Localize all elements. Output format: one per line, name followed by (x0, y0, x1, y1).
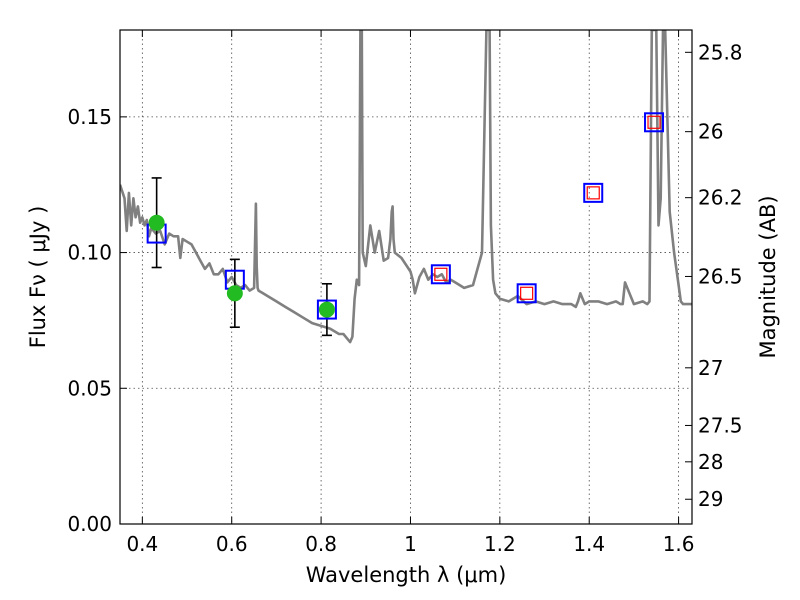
plot-frame (119, 29, 693, 525)
mag-tick-label: 29 (698, 487, 723, 511)
x-tick-label: 0.8 (305, 532, 337, 556)
model-spectrum-line (120, 30, 692, 344)
mag-tick-label: 27 (698, 356, 723, 380)
x-axis-label: Wavelength λ (μm) (306, 563, 507, 587)
x-tick-label: 1.2 (484, 532, 516, 556)
mag-tick-label: 25.8 (698, 40, 743, 64)
ticks-layer: 0.4 0.6 0.8 1 1.2 1.4 1.6 0.00 0.05 0.10 0.15 25.8 2… (67, 30, 743, 556)
model-photometry-point (316, 299, 337, 320)
x-tick-label: 0.6 (216, 532, 248, 556)
y-tick-label: 0.00 (67, 512, 112, 536)
right-axis-label: Magnitude (AB) (756, 195, 780, 358)
model-photometry-point (430, 264, 451, 285)
observed-hst-point (226, 285, 243, 302)
y-tick-label: 0.05 (67, 376, 112, 400)
observed-hst-point (148, 214, 165, 231)
y-tick-label: 0.15 (67, 105, 112, 129)
observed-hst-point (318, 301, 335, 318)
model-photometry-point (644, 112, 665, 133)
mag-tick-label: 28 (698, 450, 723, 474)
x-tick-label: 1.6 (663, 532, 695, 556)
spectrum-layer (120, 30, 692, 344)
model-photometry-point (583, 182, 604, 203)
y-tick-label: 0.10 (67, 241, 112, 265)
model-photometry-point (516, 283, 537, 304)
grid-layer (120, 30, 692, 524)
y-axis-label: Flux Fν ( μJy ) (26, 206, 50, 349)
x-tick-label: 1 (404, 532, 417, 556)
mag-tick-label: 26 (698, 120, 723, 144)
observed-nir-point (434, 267, 448, 281)
observed-nir-point (647, 115, 661, 129)
points-layer (146, 112, 665, 337)
observed-nir-point (586, 186, 600, 200)
mag-tick-label: 27.5 (698, 413, 743, 437)
x-tick-label: 1.4 (573, 532, 605, 556)
mag-tick-label: 26.5 (698, 264, 743, 288)
observed-nir-point (520, 286, 534, 300)
x-tick-label: 0.4 (126, 532, 158, 556)
mag-tick-label: 26.2 (698, 186, 743, 210)
